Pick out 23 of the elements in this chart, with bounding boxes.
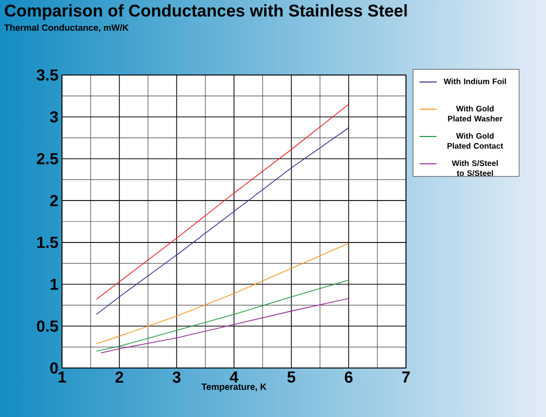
y-tick-label: 3 — [50, 111, 58, 123]
x-axis-title: Temperature, K — [202, 384, 266, 392]
x-tick-label: 6 — [344, 372, 353, 383]
y-tick-label: 0.5 — [36, 320, 58, 332]
x-tick-label: 2 — [115, 372, 124, 383]
line-series — [96, 104, 350, 300]
line-series — [100, 298, 350, 354]
x-tick-label: 7 — [402, 372, 410, 382]
x-tick-label: 5 — [287, 372, 296, 383]
x-tick-label: 1 — [58, 372, 66, 382]
y-tick-label: 2 — [50, 195, 58, 206]
chart-title: Comparison of Conductances with Stainless Steel — [4, 4, 407, 20]
y-tick-label: 0 — [50, 362, 58, 374]
x-tick-label: 4 — [230, 372, 238, 382]
x-tick-label: 3 — [172, 372, 181, 383]
line-series — [96, 127, 350, 315]
y-tick-label: 1 — [50, 278, 58, 290]
y-tick-label: 3.5 — [36, 69, 58, 81]
y-tick-label: 2.5 — [36, 153, 58, 164]
y-tick-label: 1.5 — [37, 236, 58, 248]
line-series — [96, 280, 350, 352]
y-axis-title: Thermal Conductance, mW/K — [4, 24, 129, 32]
line-series — [96, 242, 350, 344]
